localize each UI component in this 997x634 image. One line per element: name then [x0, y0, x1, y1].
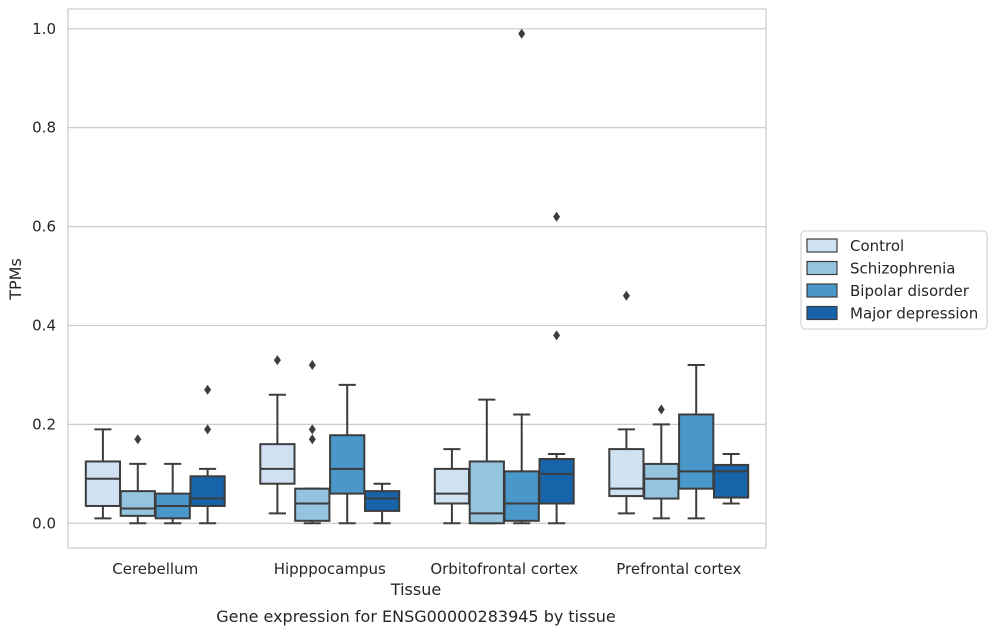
box-schizophrenia	[119, 434, 156, 525]
box-major-depression	[538, 211, 575, 525]
legend-frame	[800, 230, 988, 330]
box-bipolar-disorder	[329, 383, 366, 525]
box-schizophrenia	[643, 404, 680, 520]
box-iqr	[643, 462, 680, 500]
box-schizophrenia	[468, 398, 505, 525]
x-axis-title: Tissue	[390, 580, 441, 599]
box-bipolar-disorder	[503, 28, 540, 525]
legend-label: Major depression	[850, 305, 978, 323]
box-control	[433, 448, 471, 525]
box-bipolar-disorder	[154, 462, 191, 525]
box-control	[84, 428, 122, 520]
box-bipolar-disorder	[678, 364, 715, 520]
box-iqr	[84, 460, 122, 507]
legend-swatch	[806, 260, 838, 276]
box-iqr	[433, 467, 471, 505]
outlier-point	[308, 434, 316, 445]
outlier-point	[308, 360, 316, 371]
box-control	[608, 290, 645, 515]
box-control	[259, 355, 296, 515]
y-axis-title: TPMs	[6, 258, 25, 301]
box-iqr	[678, 413, 715, 490]
box-plot-area	[84, 28, 750, 525]
box-iqr	[189, 475, 226, 507]
figure-caption: Gene expression for ENSG00000283945 by t…	[216, 607, 616, 626]
legend-item: Control	[806, 237, 904, 255]
outlier-point	[622, 290, 630, 301]
legend-item: Bipolar disorder	[806, 282, 970, 300]
box-iqr	[503, 470, 540, 522]
x-tick-label: Hipppocampus	[274, 560, 386, 578]
y-tick-label: 0.8	[32, 119, 56, 137]
outlier-point	[273, 355, 281, 366]
legend-item: Schizophrenia	[806, 260, 955, 278]
x-tick-label: Cerebellum	[112, 560, 198, 578]
box-major-depression	[363, 482, 401, 525]
plot-frame	[67, 8, 767, 549]
box-iqr	[538, 457, 575, 505]
outlier-point	[518, 28, 526, 39]
y-axis-ticks: 0.0 0.2 0.4 0.6 0.8 1.0	[32, 20, 56, 532]
box-iqr	[259, 443, 296, 485]
grid-lines	[68, 28, 766, 524]
outlier-point	[204, 384, 212, 395]
box-iqr	[294, 487, 331, 522]
box-major-depression	[189, 384, 226, 525]
box-iqr	[712, 463, 750, 499]
outlier-point	[308, 424, 316, 435]
box-major-depression	[712, 453, 750, 505]
x-tick-label: Orbitofrontal cortex	[430, 560, 578, 578]
y-tick-label: 1.0	[32, 20, 56, 38]
box-iqr	[119, 490, 156, 517]
outlier-point	[553, 330, 561, 341]
legend-label: Schizophrenia	[850, 260, 955, 278]
legend-swatch	[806, 283, 838, 298]
box-schizophrenia	[294, 360, 331, 525]
legend: Control Schizophrenia Bipolar disorder Majo…	[800, 230, 988, 330]
y-tick-label: 0.0	[32, 514, 56, 532]
outlier-point	[657, 404, 665, 415]
legend-label: Control	[850, 237, 904, 255]
outlier-point	[553, 211, 561, 222]
legend-label: Bipolar disorder	[850, 282, 970, 300]
legend-swatch	[806, 238, 838, 253]
legend-swatch	[806, 305, 838, 321]
outlier-point	[204, 424, 212, 435]
y-tick-label: 0.2	[32, 415, 56, 433]
box-iqr	[363, 490, 401, 512]
legend-item: Major depression	[806, 305, 978, 323]
x-axis-ticks: Cerebellum Hipppocampus Orbitofrontal cort…	[112, 560, 741, 578]
box-iqr	[329, 434, 366, 495]
y-tick-label: 0.4	[32, 316, 56, 334]
y-tick-label: 0.6	[32, 218, 56, 236]
outlier-point	[134, 434, 142, 445]
x-tick-label: Prefrontal cortex	[616, 560, 741, 578]
